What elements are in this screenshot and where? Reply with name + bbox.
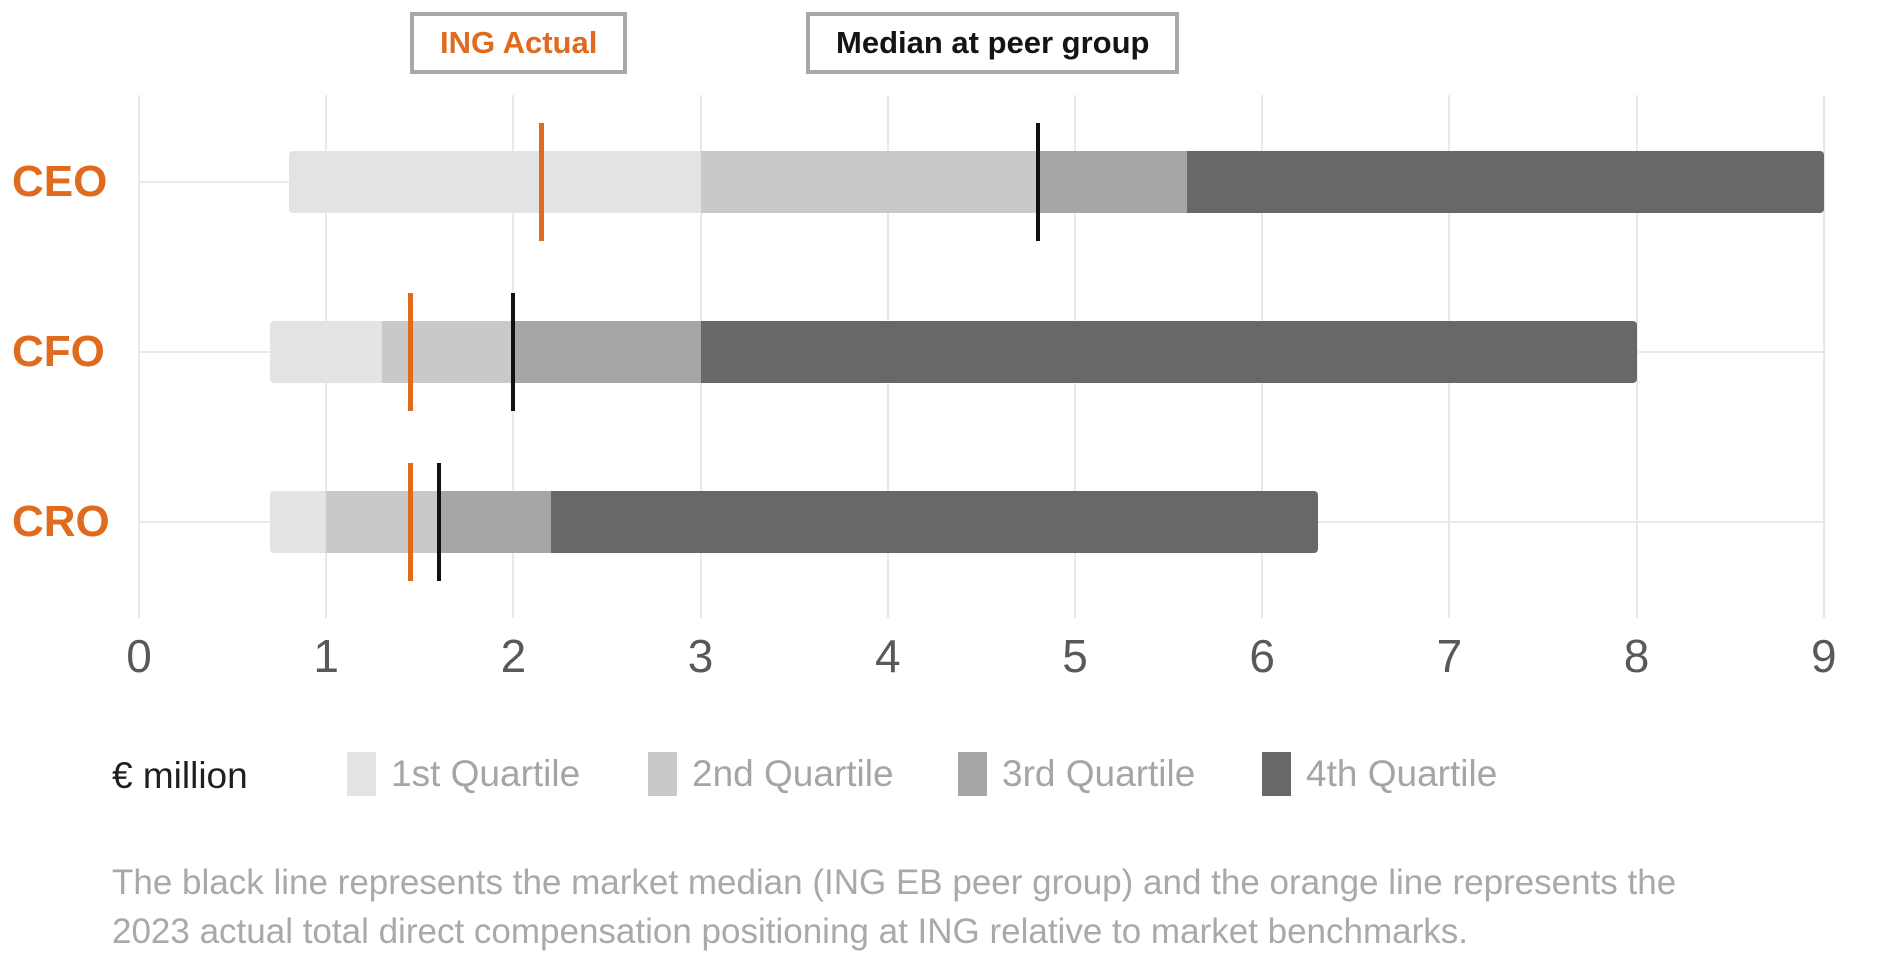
bar-segment-q4-cfo	[700, 321, 1637, 383]
x-tick-label: 5	[1062, 630, 1088, 682]
bar-segment-q2-cro	[326, 491, 439, 553]
bar-cro	[270, 491, 1319, 553]
median-line-ceo	[1035, 123, 1040, 241]
footnote-line-1: The black line represents the market med…	[112, 863, 1677, 902]
row-label-cfo: CFO	[12, 327, 105, 376]
bar-ceo	[288, 151, 1824, 213]
gridline-vertical	[1822, 95, 1825, 618]
x-tick-label: 6	[1249, 630, 1275, 682]
ing-actual-legend-box: ING Actual	[410, 12, 628, 74]
legend-item-q2: 2nd Quartile	[648, 752, 894, 796]
legend-item-q1: 1st Quartile	[347, 752, 580, 796]
actual-line-cro	[407, 463, 413, 581]
legend-swatch-q2	[648, 752, 677, 796]
bar-segment-q1-cro	[270, 491, 327, 553]
median-legend-box: Median at peer group	[806, 12, 1180, 74]
legend-label-q4: 4th Quartile	[1306, 753, 1498, 794]
median-line-cro	[436, 463, 441, 581]
legend-label-q2: 2nd Quartile	[692, 753, 894, 794]
row-label-cro: CRO	[12, 497, 110, 546]
actual-line-ceo	[538, 123, 544, 241]
x-tick-label: 3	[687, 630, 714, 682]
actual-line-cfo	[407, 293, 413, 411]
bar-segment-q4-cro	[550, 491, 1319, 553]
bar-segment-q3-cfo	[513, 321, 701, 383]
legend-item-q4: 4th Quartile	[1262, 752, 1497, 796]
x-tick-label: 2	[500, 630, 527, 682]
bar-segment-q4-ceo	[1187, 151, 1824, 213]
legend-swatch-q4	[1262, 752, 1291, 796]
bar-segment-q1-ceo	[288, 151, 701, 213]
gridline-vertical	[138, 95, 140, 618]
bar-segment-q2-cfo	[382, 321, 514, 383]
bar-segment-q3-ceo	[1037, 151, 1188, 213]
x-tick-label: 4	[875, 630, 901, 682]
footnote-line-2: 2023 actual total direct compensation po…	[112, 912, 1468, 951]
bar-segment-q2-ceo	[700, 151, 1038, 213]
footnote: The black line represents the market med…	[112, 858, 1676, 956]
axis-unit-label: € million	[112, 755, 248, 796]
gridline-vertical	[1635, 95, 1638, 618]
x-tick-label: 8	[1623, 630, 1650, 682]
x-tick-label: 7	[1436, 630, 1463, 682]
legend-label-q3: 3rd Quartile	[1002, 753, 1196, 794]
median-line-cfo	[511, 293, 516, 411]
median-legend-label: Median at peer group	[836, 25, 1150, 60]
bar-segment-q3-cro	[438, 491, 551, 553]
legend-swatch-q1	[347, 752, 376, 796]
x-tick-label: 0	[126, 630, 152, 682]
x-tick-label: 1	[313, 630, 339, 682]
row-label-ceo: CEO	[12, 157, 108, 206]
bar-segment-q1-cfo	[270, 321, 383, 383]
legend-item-q3: 3rd Quartile	[958, 752, 1195, 796]
bar-cfo	[270, 321, 1637, 383]
ing-actual-legend-label: ING Actual	[440, 25, 598, 60]
legend-swatch-q3	[958, 752, 987, 796]
x-tick-label: 9	[1811, 630, 1837, 682]
legend-label-q1: 1st Quartile	[391, 753, 581, 794]
